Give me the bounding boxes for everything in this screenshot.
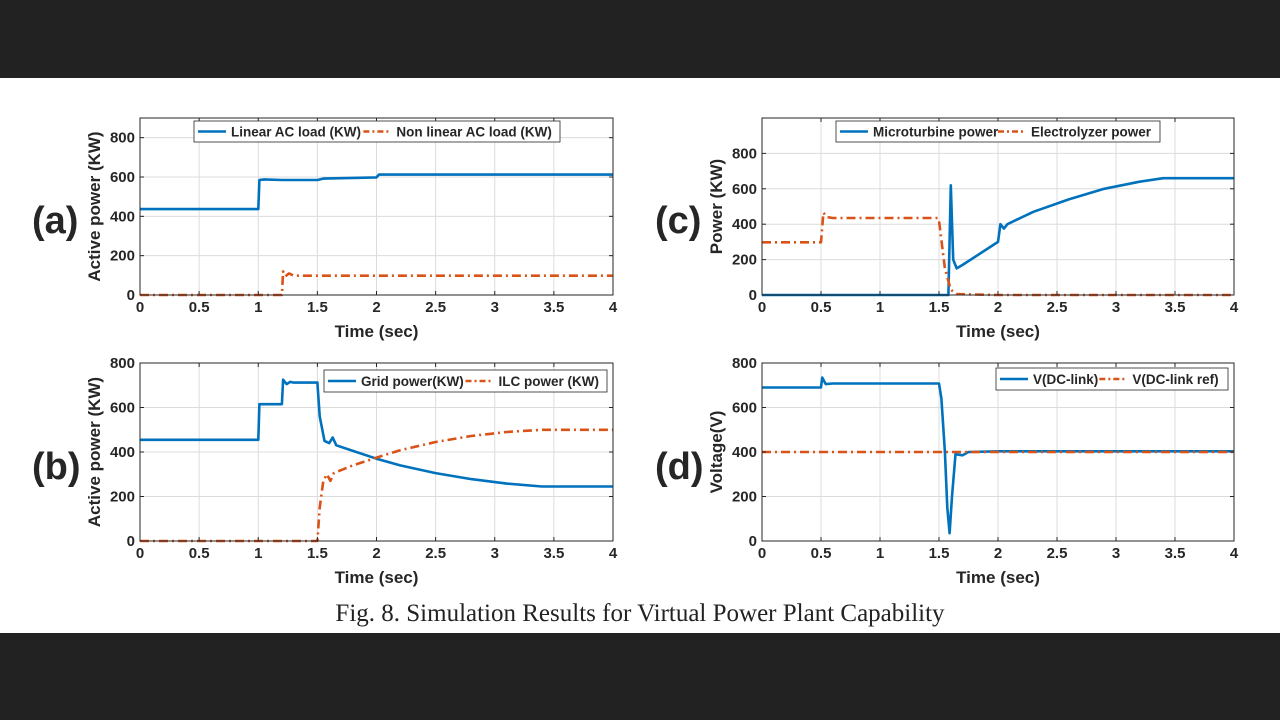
y-tick-label: 200 xyxy=(732,489,757,506)
series-line-1 xyxy=(140,173,613,211)
x-axis-label: Time (sec) xyxy=(335,568,419,587)
x-tick-label: 2.5 xyxy=(1047,545,1068,562)
x-tick-label: 2 xyxy=(372,299,380,316)
chart-panel: 0 0.5 1 1.5 2 2.5 3 3.5 4 0 200 400 600 800 Time (sec)… xyxy=(655,117,1239,341)
y-tick-label: 600 xyxy=(110,400,135,417)
x-tick-label: 4 xyxy=(609,299,618,316)
x-tick-label: 0.5 xyxy=(811,545,832,562)
x-tick-label: 3 xyxy=(491,545,499,562)
x-tick-label: 1 xyxy=(254,299,262,316)
x-axis-label: Time (sec) xyxy=(956,568,1040,587)
y-tick-label: 200 xyxy=(110,489,135,506)
legend-label-2: Non linear AC load (KW) xyxy=(396,125,552,140)
x-tick-label: 2 xyxy=(372,545,380,562)
series-line-2 xyxy=(140,270,613,297)
y-tick-label: 0 xyxy=(127,533,135,550)
y-tick-label: 200 xyxy=(732,252,757,269)
x-tick-label: 2.5 xyxy=(425,299,446,316)
chart-panel: 0 0.5 1 1.5 2 2.5 3 3.5 4 0 200 400 600 800 Time (sec)… xyxy=(32,117,618,341)
y-axis-label: Power (KW) xyxy=(707,159,726,254)
legend-label-1: Linear AC load (KW) xyxy=(231,125,361,140)
figure-caption: Fig. 8. Simulation Results for Virtual P… xyxy=(335,600,945,627)
legend-box xyxy=(193,120,561,143)
x-tick-label: 3.5 xyxy=(543,545,564,562)
x-tick-label: 2 xyxy=(994,545,1002,562)
x-axis-label: Time (sec) xyxy=(335,322,419,341)
legend-label-1: V(DC-link) xyxy=(1033,372,1098,387)
y-tick-label: 600 xyxy=(732,400,757,417)
x-tick-label: 3 xyxy=(1112,299,1120,316)
legend-label-2: V(DC-link ref) xyxy=(1132,372,1218,387)
panel-label: (d) xyxy=(655,446,704,488)
x-axis-label: Time (sec) xyxy=(956,322,1040,341)
series-line-2 xyxy=(140,428,613,543)
figure: 0 0.5 1 1.5 2 2.5 3 3.5 4 0 200 400 600 800 Time (sec)… xyxy=(0,78,1280,633)
series-line-1 xyxy=(140,378,613,488)
x-tick-label: 1.5 xyxy=(307,545,328,562)
x-tick-label: 3.5 xyxy=(1165,299,1186,316)
y-tick-label: 0 xyxy=(749,287,757,304)
y-tick-label: 0 xyxy=(749,533,757,550)
legend-label-2: ILC power (KW) xyxy=(499,374,600,389)
x-tick-label: 2.5 xyxy=(1047,299,1068,316)
chart-panel: 0 0.5 1 1.5 2 2.5 3 3.5 4 0 200 400 600 800 Time (sec)… xyxy=(655,355,1239,587)
y-axis-label: Active power (KW) xyxy=(85,131,104,281)
y-tick-label: 800 xyxy=(110,130,135,147)
y-tick-label: 800 xyxy=(732,145,757,162)
y-tick-label: 800 xyxy=(110,355,135,372)
x-tick-label: 3 xyxy=(1112,545,1120,562)
panel-label: (a) xyxy=(32,200,78,242)
x-tick-label: 4 xyxy=(1230,299,1239,316)
legend: V(DC-link) V(DC-link ref) xyxy=(995,367,1229,391)
legend-box xyxy=(995,367,1229,391)
x-tick-label: 1 xyxy=(876,299,884,316)
y-tick-label: 400 xyxy=(110,444,135,461)
y-tick-label: 400 xyxy=(732,444,757,461)
panel-label: (c) xyxy=(655,200,701,242)
y-axis-label: Voltage(V) xyxy=(707,411,726,494)
series-line-1 xyxy=(762,176,1234,297)
y-axis-label: Active power (KW) xyxy=(85,377,104,527)
x-tick-label: 1.5 xyxy=(307,299,328,316)
x-tick-label: 0 xyxy=(758,545,766,562)
x-tick-label: 0 xyxy=(136,545,144,562)
legend-label-1: Microturbine power xyxy=(873,125,999,140)
panel-label: (b) xyxy=(32,446,81,488)
y-tick-label: 400 xyxy=(732,216,757,233)
y-tick-label: 600 xyxy=(732,181,757,198)
y-tick-label: 600 xyxy=(110,169,135,186)
y-tick-label: 400 xyxy=(110,208,135,225)
y-tick-label: 0 xyxy=(127,287,135,304)
x-tick-label: 3.5 xyxy=(1165,545,1186,562)
series-line-2 xyxy=(762,211,1234,297)
x-tick-label: 1.5 xyxy=(929,545,950,562)
legend-label-2: Electrolyzer power xyxy=(1031,125,1152,140)
chart-panel: 0 0.5 1 1.5 2 2.5 3 3.5 4 0 200 400 600 800 Time (sec)… xyxy=(32,355,618,587)
x-tick-label: 1.5 xyxy=(929,299,950,316)
legend: Microturbine power Electrolyzer power xyxy=(835,120,1161,143)
y-tick-label: 200 xyxy=(110,248,135,265)
x-tick-label: 0.5 xyxy=(189,299,210,316)
x-tick-label: 0 xyxy=(758,299,766,316)
y-tick-label: 800 xyxy=(732,355,757,372)
x-tick-label: 1 xyxy=(254,545,262,562)
x-tick-label: 0.5 xyxy=(811,299,832,316)
x-tick-label: 2.5 xyxy=(425,545,446,562)
x-tick-label: 0 xyxy=(136,299,144,316)
x-tick-label: 1 xyxy=(876,545,884,562)
x-tick-label: 3.5 xyxy=(543,299,564,316)
legend: Linear AC load (KW) Non linear AC load (K… xyxy=(193,120,561,143)
x-tick-label: 0.5 xyxy=(189,545,210,562)
x-tick-label: 4 xyxy=(1230,545,1239,562)
x-tick-label: 3 xyxy=(491,299,499,316)
x-tick-label: 4 xyxy=(609,545,618,562)
legend: Grid power(KW) ILC power (KW) xyxy=(323,369,608,393)
x-tick-label: 2 xyxy=(994,299,1002,316)
legend-label-1: Grid power(KW) xyxy=(361,374,464,389)
